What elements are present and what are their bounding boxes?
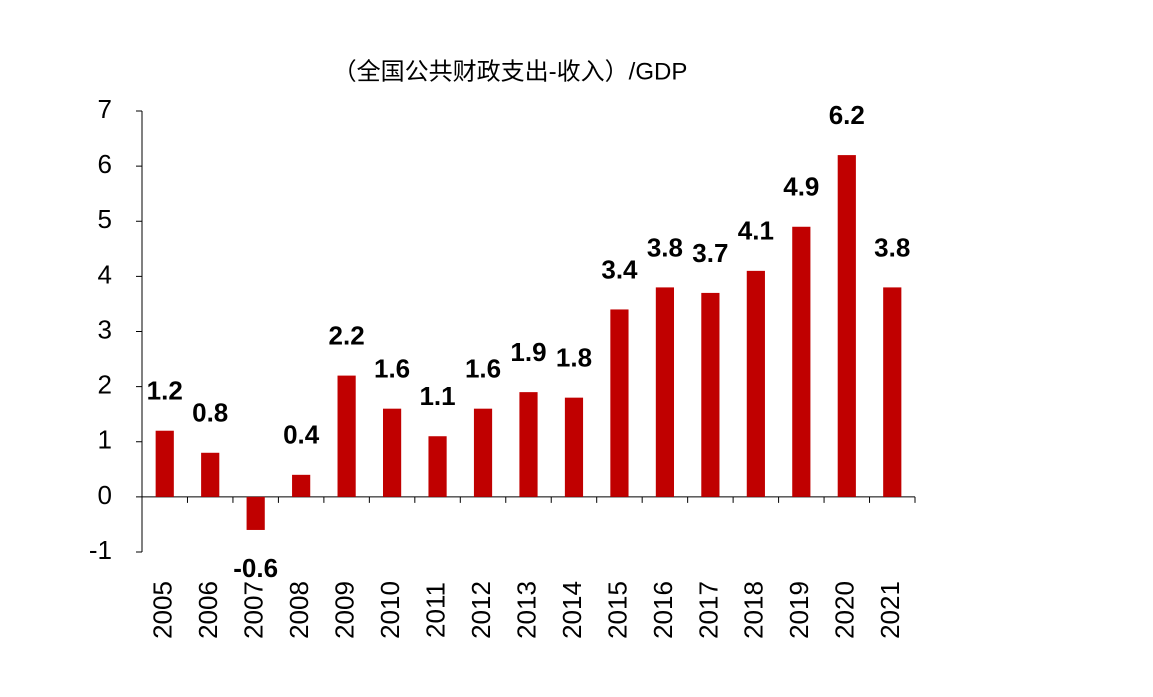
- value-label: 3.8: [647, 232, 683, 262]
- bar: [337, 375, 356, 497]
- x-tick-label: 2008: [284, 581, 314, 639]
- x-tick-label: 2005: [148, 581, 178, 639]
- bar: [883, 287, 902, 497]
- value-label: 1.6: [465, 354, 501, 384]
- value-label: 1.1: [419, 381, 455, 411]
- bar: [792, 226, 811, 497]
- bar: [610, 309, 629, 497]
- x-tick-label: 2011: [420, 582, 450, 638]
- value-label: 1.2: [147, 376, 183, 406]
- value-label: 2.2: [329, 320, 365, 350]
- y-tick-label: -1: [89, 535, 112, 565]
- value-label: 0.4: [283, 420, 320, 450]
- bar: [473, 408, 493, 497]
- x-tick-label: 2006: [193, 581, 223, 639]
- value-label: 1.8: [556, 343, 592, 373]
- x-tick-label: 2018: [739, 581, 769, 639]
- value-label: 4.9: [783, 172, 819, 202]
- bar: [746, 270, 765, 497]
- x-tick-label: 2012: [466, 581, 496, 639]
- value-label: 3.7: [692, 238, 728, 268]
- x-tick-label: 2007: [239, 581, 269, 639]
- y-tick-label: 6: [98, 149, 112, 179]
- bar: [382, 408, 402, 497]
- value-label: -0.6: [233, 553, 278, 583]
- bar: [201, 452, 220, 497]
- x-tick-label: 2015: [602, 581, 632, 639]
- y-tick-label: 1: [98, 425, 112, 455]
- bar: [155, 430, 174, 497]
- bar: [564, 397, 584, 497]
- y-tick-label: 4: [98, 259, 112, 289]
- x-tick-label: 2013: [511, 581, 541, 639]
- bar: [655, 287, 675, 497]
- x-tick-label: 2017: [693, 581, 723, 639]
- x-tick-label: 2009: [329, 581, 359, 639]
- bar: [428, 436, 447, 497]
- y-tick-label: 0: [98, 480, 112, 510]
- value-label: 3.8: [874, 232, 910, 262]
- y-tick-label: 5: [98, 204, 112, 234]
- y-tick-label: 2: [98, 370, 112, 400]
- bar: [701, 292, 720, 497]
- x-tick-label: 2020: [830, 581, 860, 639]
- value-label: 4.1: [738, 216, 774, 246]
- x-tick-label: 2019: [784, 581, 814, 639]
- x-tick-label: 2014: [557, 581, 587, 639]
- bar: [292, 474, 311, 497]
- bar: [519, 392, 538, 497]
- value-label: 6.2: [829, 100, 865, 130]
- value-label: 1.6: [374, 354, 410, 384]
- bar: [837, 155, 856, 497]
- y-tick-label: 3: [98, 314, 112, 344]
- chart-title: （全国公共财政支出-收入）/GDP: [333, 58, 688, 85]
- x-tick-label: 2016: [648, 581, 678, 639]
- x-tick-label: 2010: [375, 581, 405, 639]
- value-label: 1.9: [510, 337, 546, 367]
- value-label: 0.8: [192, 398, 228, 428]
- bar: [246, 496, 265, 530]
- y-tick-label: 7: [98, 94, 112, 124]
- x-tick-label: 2021: [875, 581, 905, 639]
- value-label: 3.4: [601, 254, 638, 284]
